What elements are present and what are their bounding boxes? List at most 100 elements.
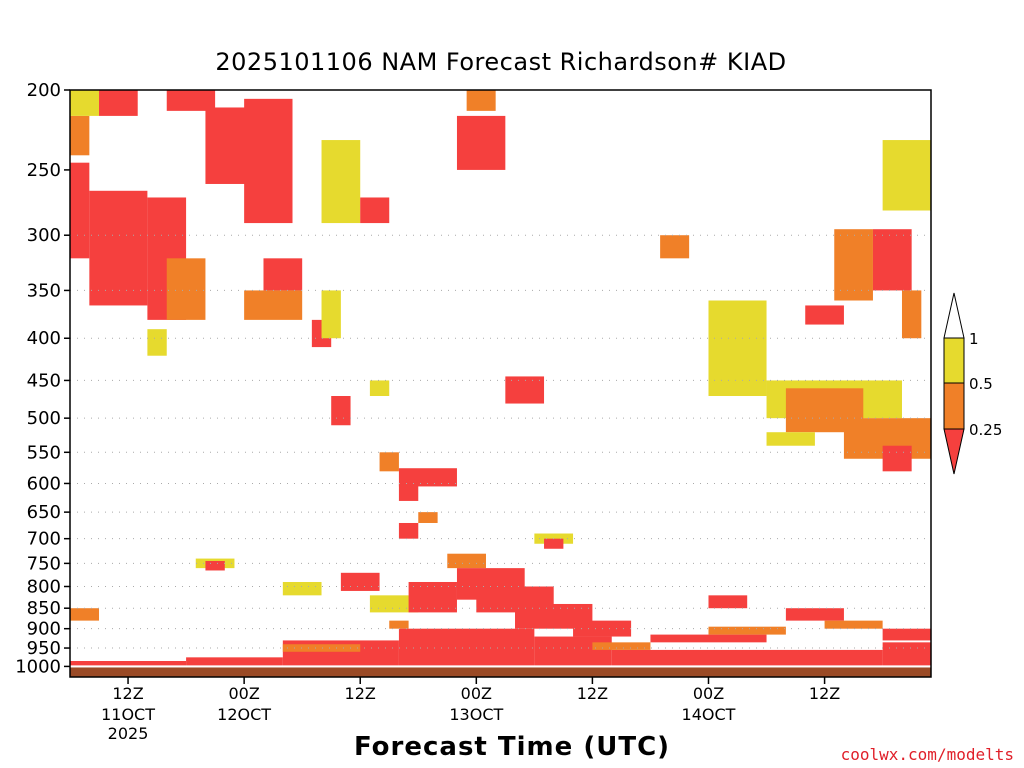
ri-region-c025_05 — [70, 608, 100, 621]
ri-region-lt025 — [882, 628, 931, 641]
y-tick-label: 600 — [27, 473, 61, 494]
y-tick-label: 250 — [27, 160, 61, 181]
x-tick-date: 13OCT — [449, 705, 503, 724]
y-tick-label: 700 — [27, 529, 61, 550]
ri-region-c025_05 — [282, 644, 361, 652]
ri-region-lt025 — [611, 649, 883, 667]
ri-region-lt025 — [882, 642, 931, 667]
chart-title: 2025101106 NAM Forecast Richardson# KIAD — [215, 48, 787, 76]
colorbar-tick-label: 1 — [969, 330, 979, 348]
colorbar-seg-025-05 — [943, 382, 965, 430]
ri-region-c05_1 — [321, 290, 341, 339]
ri-region-c025_05 — [834, 229, 873, 301]
ri-region-lt025 — [398, 468, 457, 487]
ri-region-c025_05 — [70, 115, 90, 156]
ri-region-c025_05 — [447, 553, 486, 569]
ri-region-lt025 — [505, 376, 545, 404]
x-tick-year: 2025 — [108, 724, 149, 743]
x-tick-label: 00Z — [461, 684, 492, 703]
ri-region-c025_05 — [166, 258, 206, 320]
ri-region-lt025 — [263, 258, 303, 291]
ri-region-lt025 — [398, 483, 419, 501]
ri-region-lt025 — [244, 98, 293, 224]
y-tick-label: 200 — [27, 80, 61, 101]
ri-region-c05_1 — [147, 329, 167, 356]
y-tick-label: 900 — [27, 619, 61, 640]
ri-region-c05_1 — [766, 432, 815, 446]
ri-region-c025_05 — [660, 235, 690, 259]
ri-region-c05_1 — [70, 90, 100, 116]
x-tick-date: 14OCT — [682, 705, 736, 724]
y-tick-label: 650 — [27, 502, 61, 523]
ri-regions — [70, 90, 931, 667]
surface-ground — [70, 667, 931, 677]
colorbar-seg-bottom — [943, 428, 965, 475]
y-tick-label: 950 — [27, 638, 61, 659]
ri-region-c05_1 — [708, 300, 767, 397]
ri-region-lt025 — [70, 162, 90, 259]
ri-region-lt025 — [650, 634, 767, 643]
ri-region-c05_1 — [369, 380, 390, 397]
y-tick-label: 450 — [27, 370, 61, 391]
x-tick-label: 00Z — [693, 684, 724, 703]
ri-region-c025_05 — [824, 620, 883, 629]
ri-region-c025_05 — [418, 512, 438, 523]
ri-region-lt025 — [205, 560, 225, 571]
ri-region-c025_05 — [708, 626, 786, 635]
x-tick-date: 11OCT — [101, 705, 155, 724]
ri-region-c05_1 — [282, 581, 322, 596]
y-tick-label: 350 — [27, 280, 61, 301]
ri-region-lt025 — [70, 661, 187, 667]
ri-region-lt025 — [340, 572, 380, 591]
x-tick-date: 12OCT — [217, 705, 271, 724]
ri-region-c025_05 — [901, 290, 922, 339]
ri-region-lt025 — [398, 628, 535, 667]
colorbar-legend: 1 0.5 0.25 — [943, 292, 1002, 475]
ri-region-lt025 — [534, 636, 612, 667]
colorbar-tick-label: 0.5 — [969, 375, 993, 393]
axes — [64, 89, 932, 684]
x-tick-label: 12Z — [112, 684, 143, 703]
y-tick-label: 550 — [27, 442, 61, 463]
colorbar-seg-top — [943, 292, 965, 339]
colorbar-tick-label: 0.25 — [969, 421, 1002, 439]
y-tick-label: 750 — [27, 553, 61, 574]
ground-layer — [70, 665, 931, 677]
y-tick-label: 500 — [27, 408, 61, 429]
ri-region-lt025 — [99, 90, 138, 116]
ri-region-c05_1 — [882, 140, 931, 211]
ri-region-lt025 — [544, 538, 564, 549]
ri-region-lt025 — [166, 90, 216, 111]
x-tick-label: 00Z — [228, 684, 259, 703]
y-tick-label: 400 — [27, 328, 61, 349]
y-tick-labels: 200 250 300 350 400 450 500 550 600 650 700 7508008… — [15, 80, 61, 677]
y-tick-label: 850 — [27, 598, 61, 619]
ri-region-lt025 — [872, 229, 912, 291]
ri-region-lt025 — [89, 190, 148, 306]
ri-region-c025_05 — [592, 642, 651, 650]
ri-region-lt025 — [882, 445, 912, 472]
ri-region-lt025 — [708, 595, 748, 609]
ri-region-c025_05 — [466, 90, 496, 111]
x-tick-label: 12Z — [809, 684, 840, 703]
y-tick-label: 800 — [27, 576, 61, 597]
ri-region-c05_1 — [321, 140, 361, 224]
x-axis-label: Forecast Time (UTC) — [353, 732, 671, 762]
ri-region-lt025 — [331, 396, 351, 426]
ri-region-c025_05 — [244, 290, 303, 320]
ri-region-c025_05 — [379, 452, 399, 472]
ri-region-lt025 — [408, 581, 457, 613]
ri-region-lt025 — [805, 305, 844, 325]
plot-frame — [69, 89, 932, 678]
x-tick-label: 12Z — [345, 684, 376, 703]
ri-region-lt025 — [186, 657, 283, 667]
x-tick-label: 12Z — [577, 684, 608, 703]
ri-region-c025_05 — [389, 620, 409, 629]
colorbar-seg-05-1 — [943, 337, 965, 384]
ri-region-lt025 — [785, 608, 844, 621]
ri-region-lt025 — [456, 115, 506, 170]
y-tick-label: 1000 — [15, 656, 61, 677]
ri-region-lt025 — [398, 522, 419, 539]
